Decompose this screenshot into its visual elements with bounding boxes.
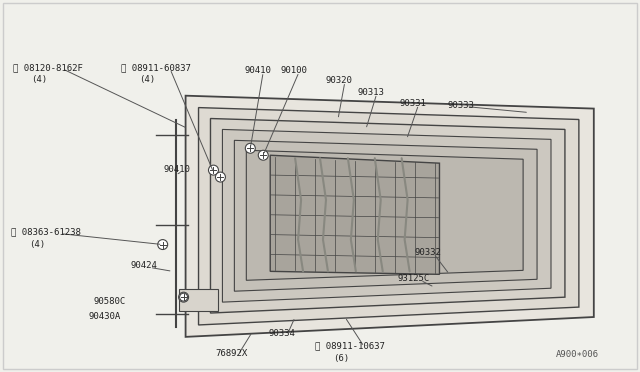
Circle shape xyxy=(245,143,255,153)
Text: 90410: 90410 xyxy=(164,165,191,174)
Circle shape xyxy=(216,172,225,182)
Text: Ⓝ 08911-10637: Ⓝ 08911-10637 xyxy=(315,341,385,350)
Polygon shape xyxy=(234,140,537,291)
Polygon shape xyxy=(186,96,594,337)
Text: (4): (4) xyxy=(29,240,45,248)
Circle shape xyxy=(209,165,218,175)
Text: Ⓝ 08911-60837: Ⓝ 08911-60837 xyxy=(121,63,191,72)
Text: 93125C: 93125C xyxy=(397,274,430,283)
Text: 90331: 90331 xyxy=(399,99,426,108)
Circle shape xyxy=(259,150,268,160)
Text: (6): (6) xyxy=(333,354,349,363)
Text: 90100: 90100 xyxy=(280,66,307,75)
Text: 90580C: 90580C xyxy=(94,297,126,306)
Text: Ⓑ 08363-61238: Ⓑ 08363-61238 xyxy=(12,228,81,237)
Text: 90320: 90320 xyxy=(326,76,353,85)
Text: 90424: 90424 xyxy=(131,262,157,270)
Polygon shape xyxy=(223,129,551,302)
Circle shape xyxy=(180,293,188,301)
Bar xyxy=(179,289,218,311)
Text: 90313: 90313 xyxy=(358,88,385,97)
Circle shape xyxy=(179,292,189,302)
Text: (4): (4) xyxy=(139,75,155,84)
Text: 90334: 90334 xyxy=(268,329,295,338)
Polygon shape xyxy=(211,119,565,313)
Text: (4): (4) xyxy=(31,75,47,84)
Polygon shape xyxy=(270,155,440,274)
Text: 90332: 90332 xyxy=(415,247,442,257)
Text: 76892X: 76892X xyxy=(216,349,248,358)
Text: 90410: 90410 xyxy=(244,66,271,75)
Text: 90430A: 90430A xyxy=(88,312,120,321)
Polygon shape xyxy=(246,150,523,280)
Circle shape xyxy=(157,240,168,250)
Text: Ⓑ 08120-8162F: Ⓑ 08120-8162F xyxy=(13,63,83,72)
Polygon shape xyxy=(198,108,579,325)
Text: 90333: 90333 xyxy=(447,101,474,110)
Text: A900∗006: A900∗006 xyxy=(556,350,599,359)
